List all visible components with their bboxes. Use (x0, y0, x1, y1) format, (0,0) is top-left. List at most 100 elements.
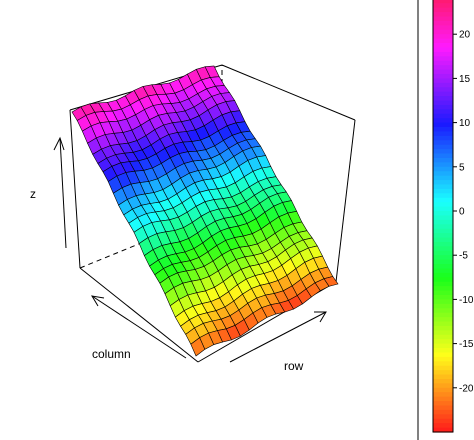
colorbar-swatch (433, 149, 453, 155)
colorbar-swatch (433, 356, 453, 362)
z-axis-arrow (59, 137, 67, 249)
colorbar-swatch (433, 69, 453, 75)
colorbar-swatch (433, 294, 453, 300)
colorbar-swatch (433, 131, 453, 137)
box-edge (221, 64, 356, 121)
colorbar-tick-label: 20 (459, 30, 471, 41)
colorbar-ticks: 20 15 10 5 0 -5 -10 -15 -20 (453, 30, 474, 394)
colorbar-swatch (433, 224, 453, 230)
colorbar-swatch (433, 255, 453, 261)
colorbar-swatch (433, 144, 453, 150)
colorbar-swatch (433, 82, 453, 88)
colorbar-swatch (433, 153, 453, 159)
colorbar-swatch (433, 73, 453, 79)
colorbar-swatch (433, 383, 453, 389)
colorbar-swatch (433, 166, 453, 172)
colorbar-swatch (433, 414, 453, 420)
colorbar-swatch (433, 104, 453, 110)
colorbar-swatch (433, 361, 453, 367)
colorbar-swatch (433, 312, 453, 318)
colorbar-swatch (433, 211, 453, 217)
colorbar-tick-label: -20 (459, 383, 474, 394)
column-axis-arrowhead (91, 295, 105, 307)
colorbar-swatch (433, 157, 453, 163)
colorbar-swatch (433, 233, 453, 239)
colorbar-swatch (433, 109, 453, 115)
colorbar-swatch (433, 180, 453, 186)
colorbar (432, 0, 454, 433)
row-axis-arrowhead (314, 311, 327, 323)
surface-mesh (71, 65, 339, 357)
colorbar-swatch (433, 409, 453, 415)
colorbar-tick-label: -15 (459, 339, 474, 350)
colorbar-tick-label: -5 (459, 251, 468, 262)
colorbar-swatch (433, 0, 453, 4)
colorbar-swatch (433, 281, 453, 287)
colorbar-swatch (433, 339, 453, 345)
surface-facet (323, 276, 339, 287)
colorbar-swatch (433, 290, 453, 296)
colorbar-swatch (433, 308, 453, 314)
colorbar-swatch (433, 7, 453, 13)
colorbar-swatch (433, 122, 453, 128)
colorbar-swatch (433, 206, 453, 212)
row-axis-arrow (229, 311, 327, 363)
colorbar-swatch (433, 47, 453, 53)
z-axis-arrowhead (53, 136, 65, 151)
colorbar-swatch (433, 365, 453, 371)
colorbar-swatch (433, 237, 453, 243)
colorbar-swatch (433, 215, 453, 221)
colorbar-swatch (433, 418, 453, 424)
colorbar-swatch (433, 202, 453, 208)
z-axis-label: z (30, 187, 36, 201)
colorbar-swatch (433, 29, 453, 35)
colorbar-swatch (433, 303, 453, 309)
colorbar-tick-label: 0 (459, 207, 465, 218)
colorbar-swatch (433, 60, 453, 66)
colorbar-swatch (433, 405, 453, 411)
column-axis-label: column (92, 347, 131, 361)
colorbar-swatch (433, 38, 453, 44)
colorbar-swatch (433, 193, 453, 199)
colorbar-swatch (433, 427, 453, 433)
colorbar-tick-label: 15 (459, 74, 471, 85)
colorbar-swatch (433, 268, 453, 274)
colorbar-swatch (433, 171, 453, 177)
box-edge (69, 109, 81, 269)
colorbar-swatch (433, 16, 453, 22)
colorbar-swatch (433, 113, 453, 119)
colorbar-swatch (433, 401, 453, 407)
colorbar-swatch (433, 43, 453, 49)
colorbar-swatch (433, 118, 453, 124)
colorbar-swatch (433, 3, 453, 9)
colorbar-swatch (433, 65, 453, 71)
colorbar-swatch (433, 348, 453, 354)
colorbar-swatch (433, 34, 453, 40)
row-axis-label: row (284, 359, 304, 373)
colorbar-swatch (433, 387, 453, 393)
colorbar-swatch (433, 374, 453, 380)
colorbar-swatch (433, 162, 453, 168)
colorbar-swatch (433, 100, 453, 106)
colorbar-tick-label: 10 (459, 118, 471, 129)
box-edge (335, 119, 356, 283)
colorbar-swatch (433, 25, 453, 31)
colorbar-swatch (433, 241, 453, 247)
colorbar-swatch (433, 325, 453, 331)
colorbar-swatch (433, 78, 453, 84)
colorbar-swatch (433, 246, 453, 252)
axis-arrows (53, 136, 327, 363)
colorbar-swatch (433, 259, 453, 265)
colorbar-swatch (433, 127, 453, 133)
colorbar-swatch (433, 370, 453, 376)
colorbar-swatch (433, 378, 453, 384)
box-edge (79, 267, 199, 363)
colorbar-swatch (433, 96, 453, 102)
colorbar-swatch (433, 250, 453, 256)
colorbar-swatch (433, 334, 453, 340)
colorbar-swatch (433, 352, 453, 358)
colorbar-swatch (433, 91, 453, 97)
colorbar-swatch (433, 20, 453, 26)
colorbar-swatch (433, 140, 453, 146)
colorbar-swatch (433, 184, 453, 190)
